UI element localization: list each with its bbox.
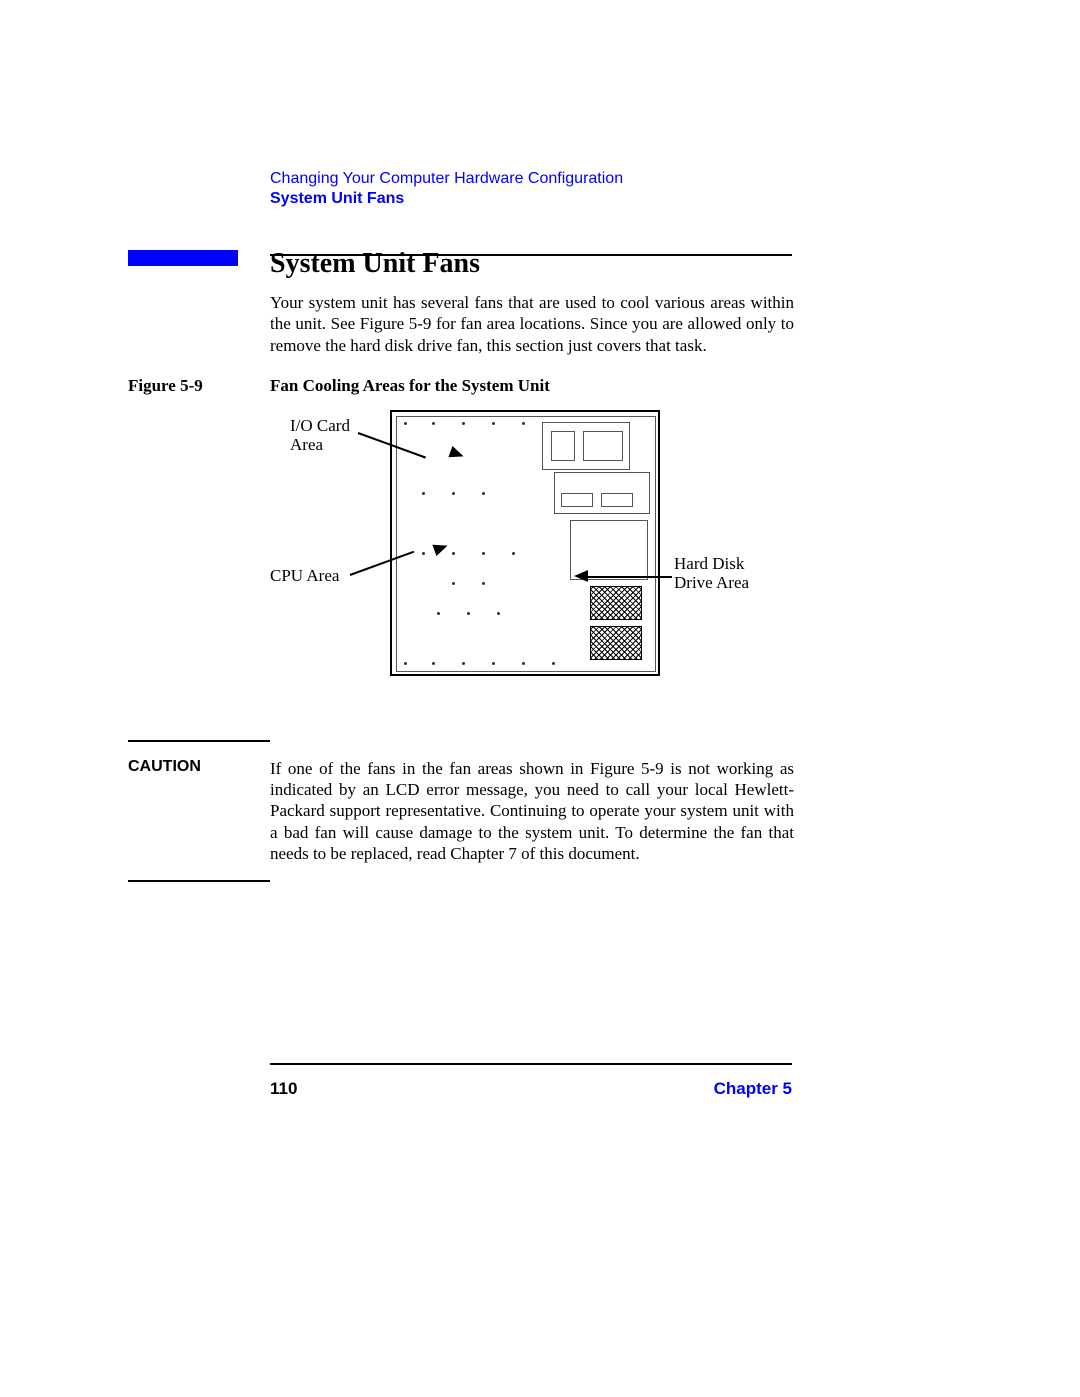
screw-dot bbox=[467, 612, 470, 615]
vent-mesh bbox=[590, 626, 642, 660]
callout-cpu: CPU Area bbox=[270, 566, 339, 586]
section-title: System Unit Fans bbox=[270, 190, 922, 208]
caution-block: CAUTION If one of the fans in the fan ar… bbox=[128, 740, 794, 882]
footer-rule bbox=[270, 1063, 792, 1065]
caution-text: If one of the fans in the fan areas show… bbox=[270, 758, 794, 864]
vent-mesh bbox=[590, 586, 642, 620]
intro-paragraph: Your system unit has several fans that a… bbox=[270, 292, 794, 356]
screw-dot bbox=[462, 422, 465, 425]
running-header: Changing Your Computer Hardware Configur… bbox=[270, 170, 922, 208]
callout-hdd: Hard Disk Drive Area bbox=[674, 554, 749, 593]
figure-diagram: I/O Card Area CPU Area Hard Disk Drive A… bbox=[270, 410, 794, 690]
system-unit-box bbox=[390, 410, 660, 676]
screw-dot bbox=[404, 422, 407, 425]
screw-dot bbox=[437, 612, 440, 615]
figure-caption-row: Figure 5-9 Fan Cooling Areas for the Sys… bbox=[128, 376, 794, 396]
arrow-line bbox=[586, 576, 672, 578]
section-marker-bar bbox=[128, 250, 238, 266]
page-number: 110 bbox=[270, 1079, 297, 1099]
arrow-head-icon bbox=[574, 570, 588, 582]
screw-dot bbox=[492, 662, 495, 665]
screw-dot bbox=[432, 422, 435, 425]
screw-dot bbox=[482, 582, 485, 585]
callout-io-card: I/O Card Area bbox=[290, 416, 350, 455]
chapter-reference: Chapter 5 bbox=[714, 1079, 792, 1099]
page-footer: 110 Chapter 5 bbox=[270, 1079, 792, 1099]
caution-label: CAUTION bbox=[128, 758, 270, 776]
screw-dot bbox=[422, 552, 425, 555]
screw-dot bbox=[482, 492, 485, 495]
screw-dot bbox=[497, 612, 500, 615]
caution-bottom-rule bbox=[128, 880, 270, 882]
screw-dot bbox=[512, 552, 515, 555]
document-page: Changing Your Computer Hardware Configur… bbox=[0, 0, 1080, 1397]
screw-dot bbox=[462, 662, 465, 665]
screw-dot bbox=[452, 552, 455, 555]
chapter-title: Changing Your Computer Hardware Configur… bbox=[270, 170, 922, 188]
screw-dot bbox=[432, 662, 435, 665]
screw-dot bbox=[404, 662, 407, 665]
caution-top-rule bbox=[128, 740, 270, 742]
screw-dot bbox=[452, 492, 455, 495]
screw-dot bbox=[522, 662, 525, 665]
screw-dot bbox=[452, 582, 455, 585]
screw-dot bbox=[492, 422, 495, 425]
screw-dot bbox=[482, 552, 485, 555]
figure-label: Figure 5-9 bbox=[128, 376, 270, 396]
body-column: System Unit Fans Your system unit has se… bbox=[270, 248, 794, 882]
screw-dot bbox=[552, 662, 555, 665]
section-heading: System Unit Fans bbox=[270, 248, 794, 280]
screw-dot bbox=[522, 422, 525, 425]
screw-dot bbox=[422, 492, 425, 495]
figure-caption: Fan Cooling Areas for the System Unit bbox=[270, 376, 550, 396]
top-horizontal-rule bbox=[270, 254, 792, 256]
